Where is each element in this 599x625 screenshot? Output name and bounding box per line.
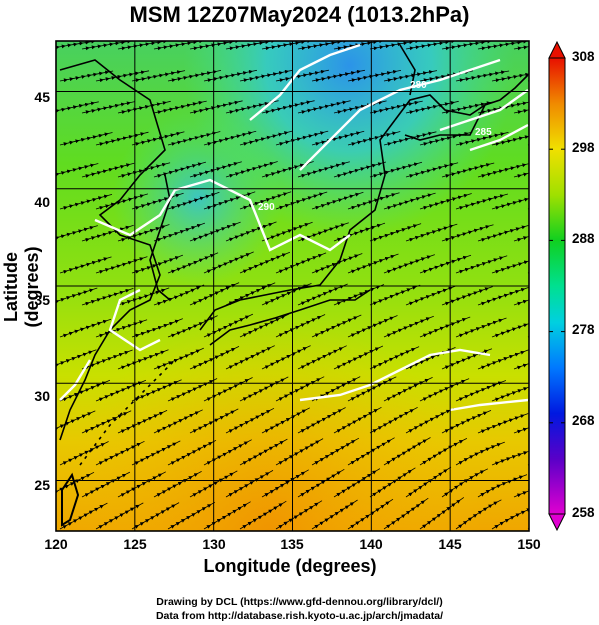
streamline (491, 194, 529, 210)
credit-drawing: Drawing by DCL (https://www.gfd-dennou.o… (156, 596, 443, 608)
streamline (513, 351, 529, 370)
streamline (369, 467, 416, 498)
page-title: MSM 12Z07May2024 (1013.2hPa) (129, 2, 470, 27)
streamline (491, 319, 529, 338)
x-tick-label: 145 (438, 536, 462, 552)
y-axis-label: Latitude (degrees) (1, 246, 42, 328)
x-tick-label: 130 (202, 536, 226, 552)
colorbar-min-arrow (548, 513, 566, 532)
contour-label: 285 (475, 127, 492, 138)
streamline (455, 441, 505, 466)
credit-data: Data from http://database.rish.kyoto-u.a… (155, 610, 444, 622)
x-axis-label: Longitude (degrees) (203, 556, 377, 576)
y-tick-label: 40 (34, 194, 50, 210)
streamline (491, 382, 529, 402)
colorbar-tick-label: 278 (572, 322, 595, 337)
streamline (455, 499, 502, 530)
streamline (419, 438, 468, 466)
colorbar-tick-label: 298 (572, 140, 595, 155)
contour-labels: 290 285 280 (258, 80, 492, 213)
colorbar-tick-label: 308 (572, 49, 595, 64)
streamline (347, 498, 394, 530)
streamline (311, 499, 358, 530)
streamline (491, 256, 529, 274)
wind-streamlines (56, 41, 529, 530)
y-tick-label: 25 (34, 477, 50, 493)
streamline (513, 288, 529, 306)
streamline (383, 497, 429, 530)
streamline (513, 225, 529, 242)
streamline (513, 101, 529, 115)
colorbar-tick-label: 288 (572, 231, 595, 246)
streamline (491, 132, 529, 147)
streamline (491, 505, 529, 530)
plot-frame (55, 40, 530, 532)
y-tick-label: 30 (34, 388, 50, 404)
isotherms (59, 43, 529, 412)
x-tick-label: 125 (123, 536, 147, 552)
x-tick-label: 120 (44, 536, 68, 552)
contour-label: 290 (258, 202, 275, 213)
y-tick-label: 45 (34, 89, 50, 105)
colorbar-max-arrow (548, 40, 566, 59)
x-tick-label: 140 (359, 536, 383, 552)
contour-label: 280 (410, 80, 427, 91)
y-tick-label: 35 (34, 292, 50, 308)
streamline (513, 478, 529, 498)
streamline (491, 447, 529, 466)
streamline (491, 70, 529, 83)
x-tick-label: 150 (517, 536, 541, 552)
streamline (441, 468, 489, 498)
streamline (405, 466, 452, 498)
colorbar-tick-label: 258 (572, 505, 595, 520)
streamline (513, 41, 529, 51)
streamline (477, 474, 528, 498)
colorbar-tick-label: 268 (572, 413, 595, 428)
streamline (513, 163, 529, 178)
streamline (513, 415, 529, 434)
x-tick-label: 135 (280, 536, 304, 552)
colorbar (548, 40, 566, 532)
streamline (419, 497, 465, 530)
